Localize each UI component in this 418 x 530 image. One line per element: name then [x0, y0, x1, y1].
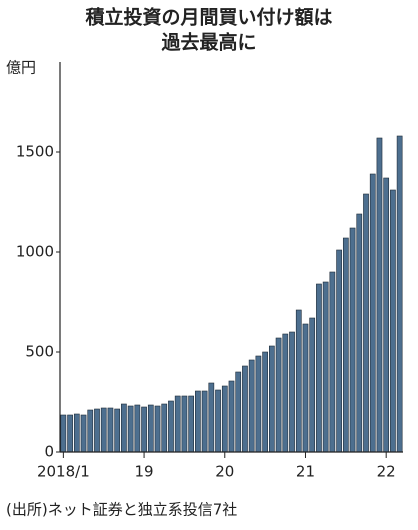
bar: [242, 365, 248, 453]
bar: [60, 414, 67, 453]
bar: [221, 385, 228, 453]
x-tick-label: 2018/1: [37, 463, 90, 481]
bar: [147, 404, 154, 453]
y-tick-label: 1000: [16, 243, 54, 261]
bar: [322, 281, 329, 453]
bar: [94, 408, 100, 453]
y-tick-label: 0: [44, 443, 54, 461]
source-note: (出所)ネット証券と独立系投信7社: [6, 501, 237, 519]
bar: [134, 404, 141, 453]
bar: [188, 395, 195, 453]
x-tick-label: 20: [215, 463, 234, 481]
bar: [100, 407, 107, 453]
x-tick-label: 19: [135, 463, 154, 481]
bar: [302, 323, 309, 453]
bar: [309, 317, 316, 453]
bar: [127, 405, 134, 453]
y-tick-label: 1500: [16, 143, 54, 161]
bar: [376, 137, 383, 453]
bar: [356, 213, 363, 453]
chart-title: 積立投資の月間買い付け額は: [85, 6, 332, 29]
bar: [67, 414, 73, 453]
bar: [80, 414, 87, 453]
bar: [349, 227, 356, 453]
bar: [121, 403, 127, 453]
bar: [396, 135, 403, 453]
bar: [73, 413, 80, 453]
chart-title: 過去最高に: [161, 31, 256, 54]
bar: [289, 331, 295, 453]
bar: [248, 359, 255, 453]
bar: [114, 408, 121, 453]
bar: [87, 409, 94, 453]
bar: [390, 189, 396, 453]
bar: [275, 337, 282, 453]
bar: [107, 407, 114, 453]
bar: [363, 193, 369, 453]
y-tick-label: 500: [25, 343, 54, 361]
bar: [215, 389, 221, 453]
bar: [168, 400, 174, 453]
bar: [174, 395, 181, 453]
bar: [228, 380, 235, 453]
bar: [208, 382, 215, 453]
x-tick-label: 22: [377, 463, 396, 481]
bar: [316, 283, 322, 453]
bar: [268, 345, 275, 453]
bar: [201, 390, 208, 453]
bar: [161, 403, 168, 453]
bar: [369, 173, 376, 453]
bar: [195, 390, 201, 453]
bar: [181, 395, 188, 453]
y-unit: 億円: [6, 59, 36, 77]
bar: [342, 237, 349, 453]
bar: [295, 309, 302, 453]
bar: [336, 249, 342, 453]
bar: [262, 351, 268, 453]
bar: [255, 355, 262, 453]
x-tick-label: 21: [296, 463, 315, 481]
bar: [282, 333, 289, 453]
bar: [329, 271, 336, 453]
bar: [383, 177, 390, 453]
bar: [141, 406, 147, 453]
bar: [235, 371, 242, 453]
bar: [154, 405, 161, 453]
